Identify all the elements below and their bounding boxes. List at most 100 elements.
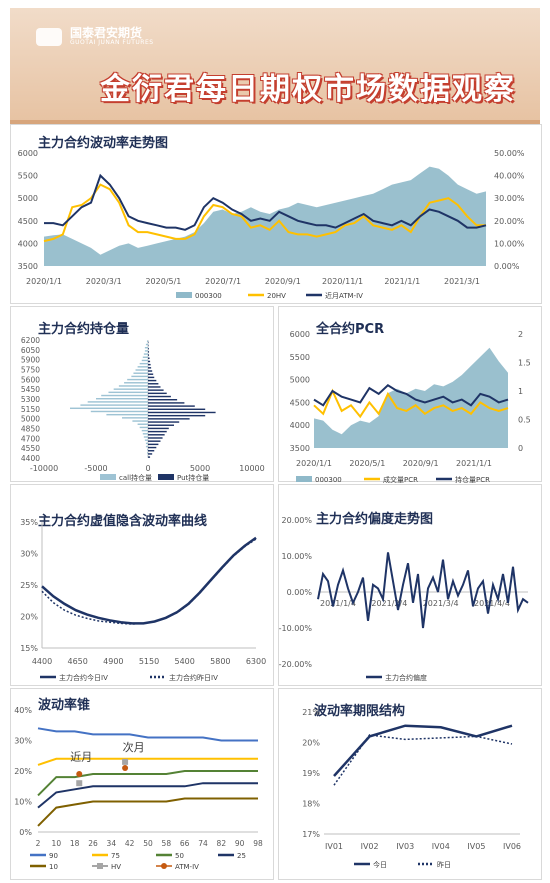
bar-put-oi xyxy=(148,402,185,404)
y-right-tick-label: 0.00% xyxy=(494,262,520,271)
x-tick-label: 5150 xyxy=(139,657,159,666)
x-tick-label: 58 xyxy=(162,839,172,848)
page-title: 金衍君每日期权市场数据观察 xyxy=(100,72,516,107)
y-tick-label: 21% xyxy=(302,708,320,717)
x-tick-label: 2021/3/1 xyxy=(444,277,480,286)
y-right-tick-label: 2 xyxy=(518,330,523,339)
x-tick-label: 18 xyxy=(70,839,80,848)
y-left-tick-label: 5500 xyxy=(18,172,38,181)
x-tick-label: 2021/2/4 xyxy=(371,599,407,608)
bar-put-oi xyxy=(148,341,149,344)
bar-call-oi xyxy=(118,385,148,387)
y-tick-label: 30% xyxy=(14,737,32,746)
bar-put-oi xyxy=(148,383,159,385)
bar-put-oi xyxy=(148,370,153,372)
bar-call-oi xyxy=(90,410,148,413)
bar-call-oi xyxy=(142,433,148,435)
y-tick-label: 15% xyxy=(20,644,38,653)
y-left-tick-label: 4000 xyxy=(18,239,38,248)
line-yesterday xyxy=(333,734,513,786)
legend-20hv: 20HV xyxy=(267,292,286,300)
x-tick-label: 66 xyxy=(180,839,190,848)
bar-put-oi xyxy=(148,411,216,414)
bar-put-oi xyxy=(148,421,180,423)
x-tick-label: 2020/1/1 xyxy=(26,277,62,286)
legend-000300-swatch xyxy=(176,292,192,298)
line-cone-p50 xyxy=(37,770,258,797)
bar-put-oi xyxy=(148,367,152,369)
bar-call-oi xyxy=(137,366,148,368)
line-20hv xyxy=(43,183,486,243)
bar-call-oi xyxy=(137,423,148,425)
bar-call-oi xyxy=(101,394,148,397)
y-left-tick-label: 5500 xyxy=(290,353,310,362)
bar-call-oi xyxy=(141,429,148,432)
y-tick-label: 5000 xyxy=(21,415,40,424)
y-tick-label: 25% xyxy=(20,581,38,590)
bar-call-oi xyxy=(124,382,148,384)
line-today xyxy=(333,724,513,777)
x-tick-label: 2 xyxy=(36,839,41,848)
legend-000300: 000300 xyxy=(195,292,222,300)
legend-call-oi-swatch xyxy=(100,474,116,480)
bar-put-oi xyxy=(148,360,151,363)
y-left-tick-label: 6000 xyxy=(290,330,310,339)
y-tick-label: 19% xyxy=(302,769,320,778)
bar-put-oi xyxy=(148,443,159,446)
legend-today: 今日 xyxy=(373,860,387,869)
x-tick-label: IV04 xyxy=(432,842,450,851)
bar-call-oi xyxy=(108,391,148,394)
x-tick-label: -5000 xyxy=(84,464,107,473)
legend-p25: 25 xyxy=(237,852,246,860)
logo-text: 国泰君安期货 xyxy=(70,26,143,40)
y-tick-label: 30% xyxy=(20,550,38,559)
line-cone-p90 xyxy=(37,727,258,742)
point-hv xyxy=(76,780,83,787)
x-tick-label: 90 xyxy=(235,839,245,848)
y-left-tick-label: 4500 xyxy=(18,217,38,226)
bar-call-oi xyxy=(96,398,148,400)
y-tick-label: 20.00% xyxy=(281,516,312,525)
point-hv xyxy=(122,758,129,765)
y-tick-label: 6200 xyxy=(21,336,40,345)
y-right-tick-label: 1.5 xyxy=(518,359,531,368)
x-tick-label: 2021/1/1 xyxy=(456,459,492,468)
y-tick-label: 4400 xyxy=(21,454,40,463)
chart-title-iv-smile: 主力合约虚值隐含波动率曲线 xyxy=(38,514,208,529)
header-banner: 国泰君安期货 GUOTAI JUNAN FUTURES 金衍君每日期权市场数据观… xyxy=(10,8,540,124)
x-tick-label: 2020/9/1 xyxy=(403,459,439,468)
chart-title-open-interest: 主力合约持仓量 xyxy=(38,322,130,337)
y-tick-label: 4550 xyxy=(21,444,40,453)
line-oi-pcr xyxy=(313,384,509,407)
legend-put-oi-swatch xyxy=(158,474,174,480)
x-tick-label: 2021/1/4 xyxy=(320,599,356,608)
line-cone-p10 xyxy=(37,797,258,827)
bar-put-oi xyxy=(148,344,149,347)
bar-put-oi xyxy=(148,392,167,395)
legend-oi-pcr: 持仓量PCR xyxy=(455,475,490,484)
line-today-iv xyxy=(41,536,257,625)
bar-call-oi xyxy=(135,369,148,371)
bar-put-oi xyxy=(148,427,169,430)
line-yesterday-iv xyxy=(41,538,257,625)
y-right-tick-label: 0 xyxy=(518,444,523,453)
bar-call-oi xyxy=(144,350,148,352)
bar-call-oi xyxy=(139,426,148,429)
bar-put-oi xyxy=(148,424,174,426)
x-tick-label: 2020/7/1 xyxy=(205,277,241,286)
bar-call-oi xyxy=(87,401,148,403)
bar-call-oi xyxy=(70,407,148,410)
y-tick-label: 5300 xyxy=(21,395,40,404)
bar-put-oi xyxy=(148,450,155,452)
bar-put-oi xyxy=(148,408,206,411)
panel-iv-smile xyxy=(10,484,274,686)
x-tick-label: 5000 xyxy=(190,464,210,473)
bar-put-oi xyxy=(148,414,206,417)
x-tick-label: 10000 xyxy=(239,464,264,473)
bar-call-oi xyxy=(139,362,148,365)
x-tick-label: 0 xyxy=(145,464,150,473)
y-tick-label: 5450 xyxy=(21,385,40,394)
bar-put-oi xyxy=(148,376,155,379)
bar-put-oi xyxy=(148,363,151,366)
